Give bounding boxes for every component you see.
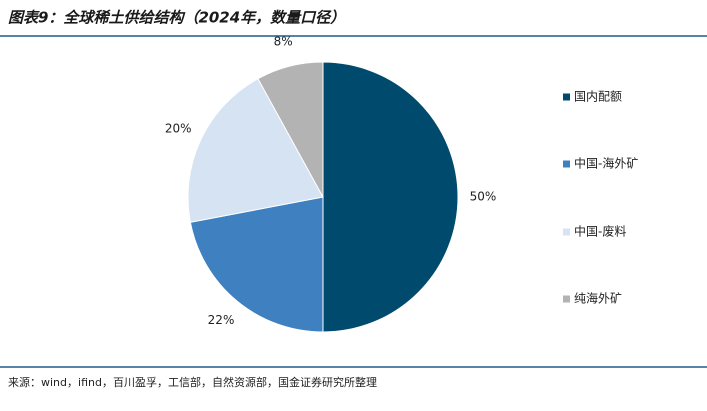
legend-swatch (563, 93, 570, 101)
data-label: 20% (165, 121, 192, 135)
data-label: 22% (208, 313, 235, 327)
legend-label: 中国-海外矿 (574, 156, 638, 171)
legend-label: 中国-废料 (574, 224, 626, 239)
data-label: 8% (274, 35, 293, 49)
legend-label: 纯海外矿 (574, 291, 622, 306)
legend-swatch (563, 160, 570, 168)
legend-swatch (563, 228, 570, 236)
pie-slice (257, 61, 324, 198)
data-label: 50% (470, 190, 497, 204)
pie-slice (187, 78, 324, 223)
source-note: 来源：wind，ifind，百川盈孚，工信部，自然资源部，国金证券研究所整理 (8, 375, 377, 389)
legend-label: 国内配额 (574, 90, 622, 104)
chart-title: 图表9：全球稀土供给结构（2024年，数量口径） (8, 9, 345, 27)
legend-swatch (563, 295, 570, 303)
pie-slice (189, 196, 324, 333)
pie-slice (322, 61, 459, 333)
